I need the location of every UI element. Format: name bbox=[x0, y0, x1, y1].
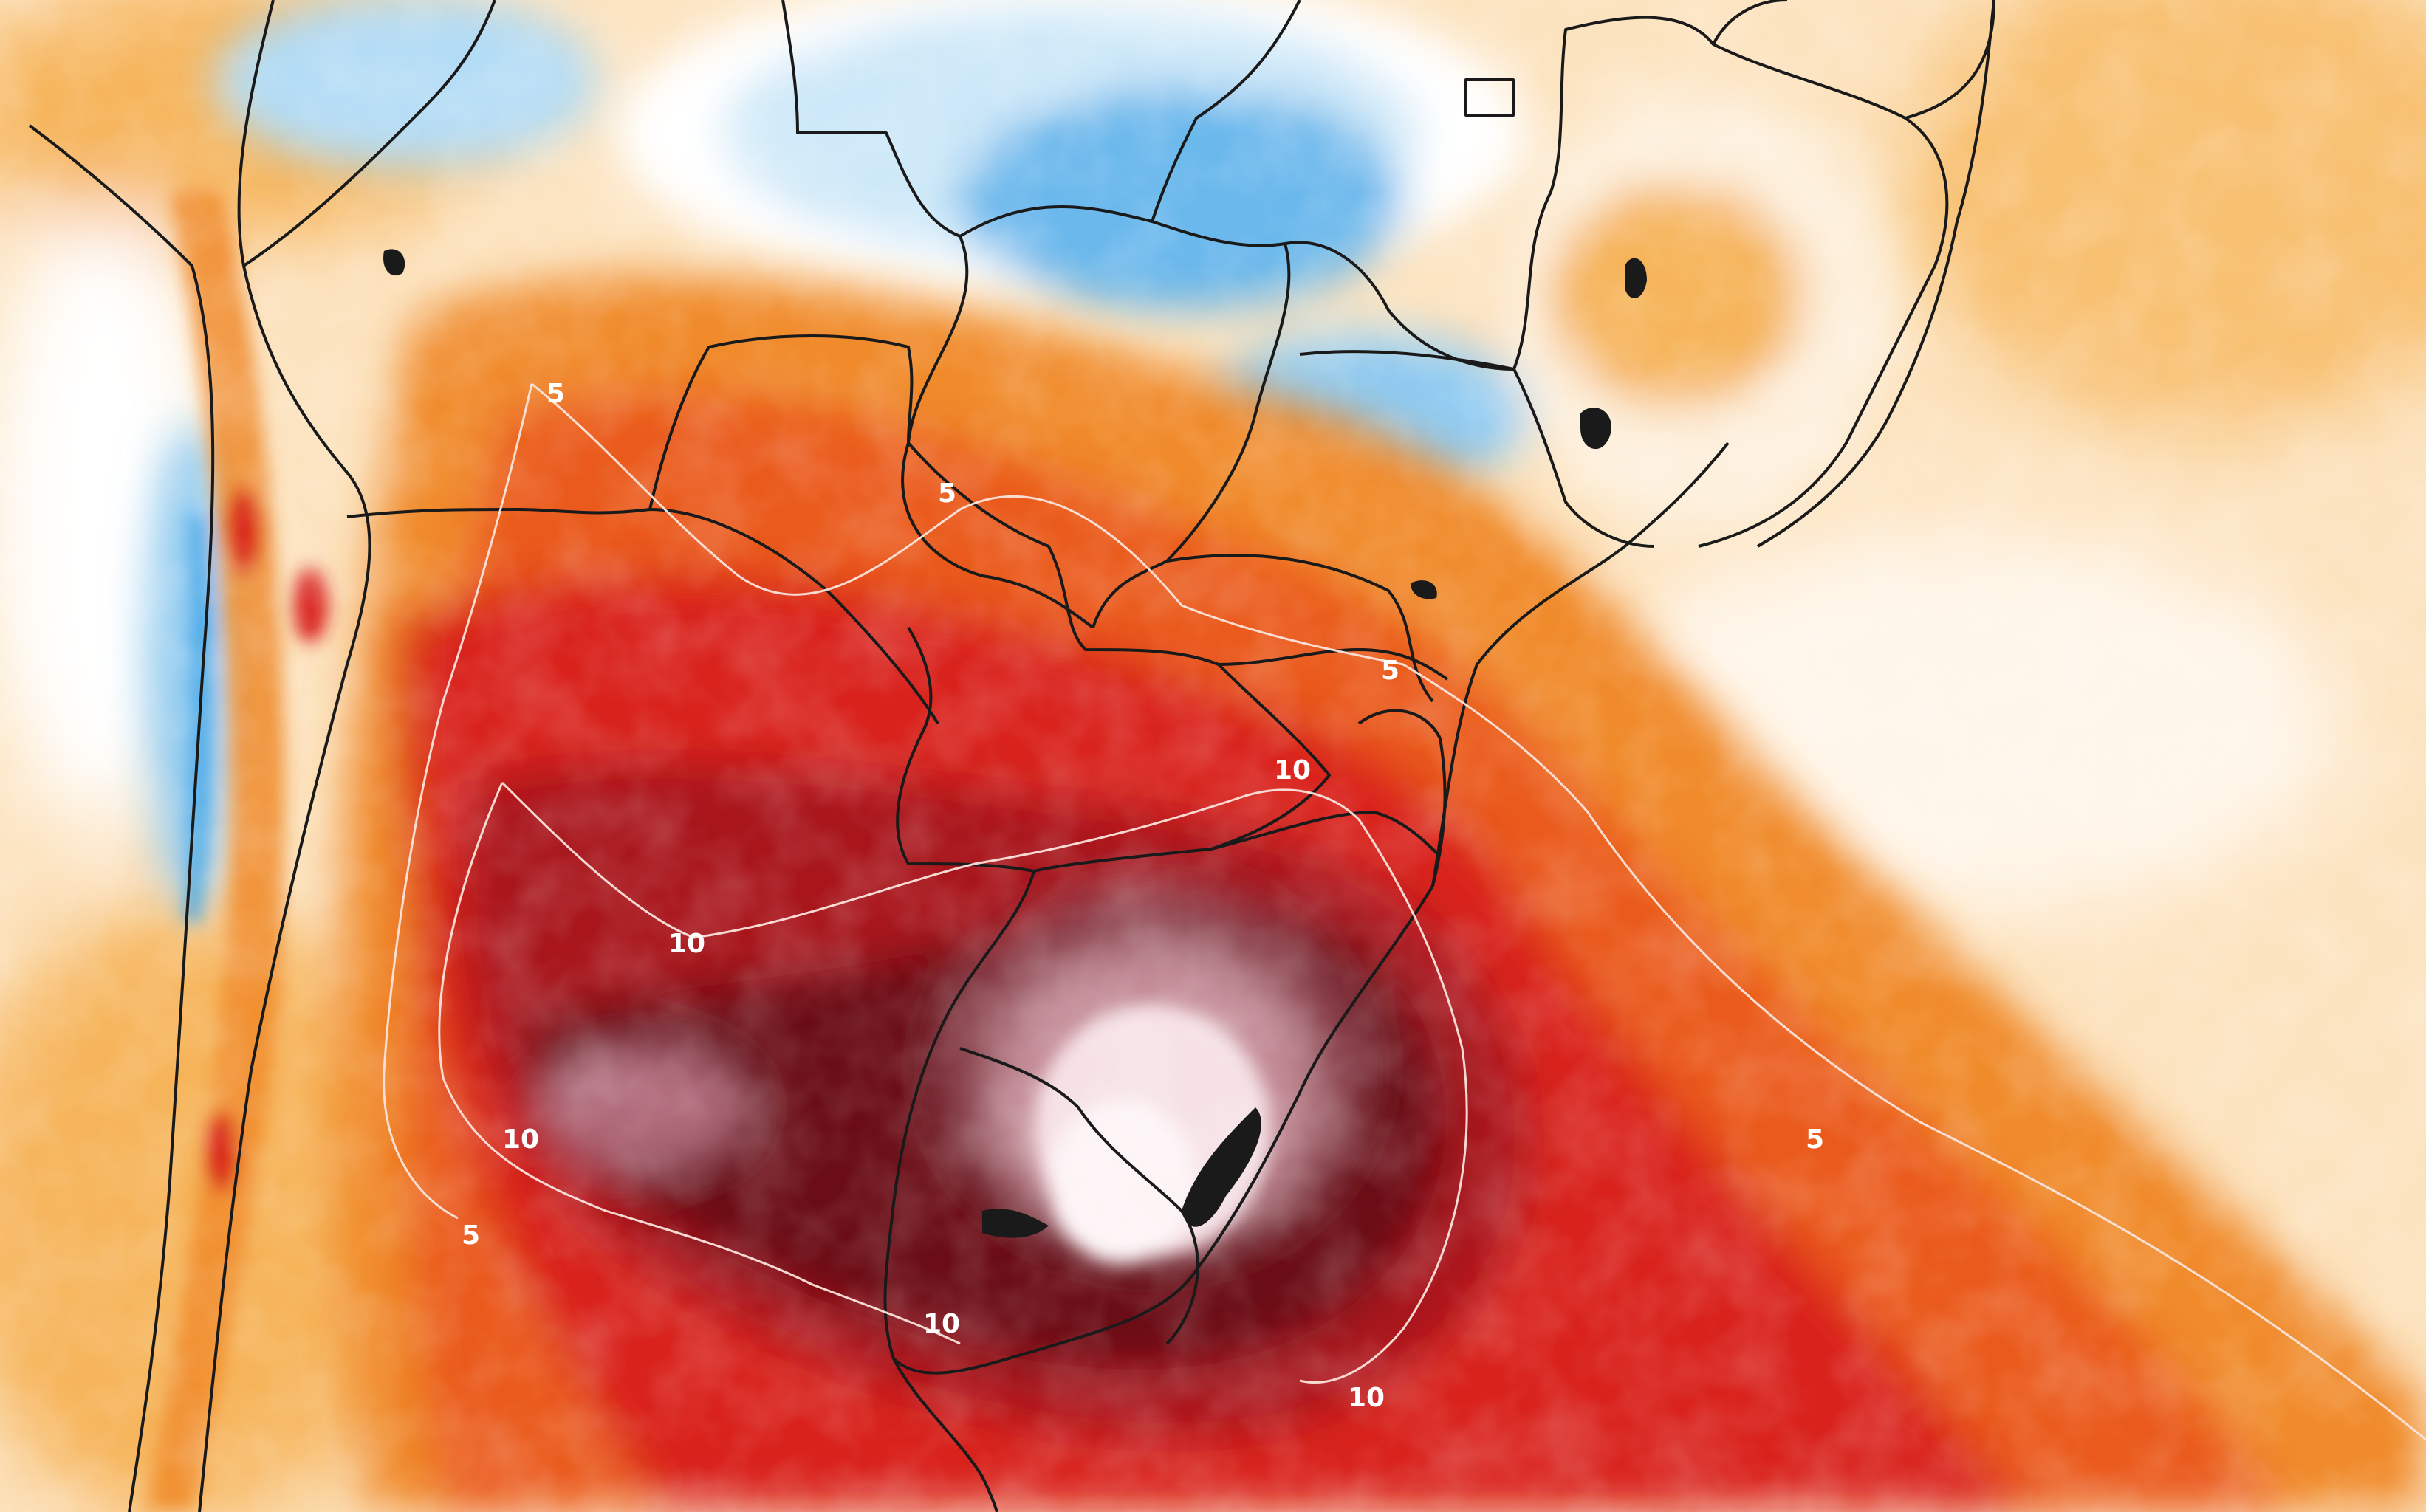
border-paraguay bbox=[896, 441, 1331, 873]
country-borders bbox=[28, 0, 1995, 1512]
contour-label-10: 10 bbox=[1348, 1383, 1385, 1413]
contour-label-10: 10 bbox=[668, 929, 705, 959]
border-chile-argentina bbox=[198, 0, 371, 1512]
border-brazil-south-coast bbox=[1431, 441, 1730, 887]
contour-label-10: 10 bbox=[502, 1124, 539, 1155]
water-bodies bbox=[383, 249, 1647, 1238]
lake-titicaca bbox=[383, 249, 405, 276]
border-brazil-states-north bbox=[959, 205, 1515, 371]
lagoa-dos-patos bbox=[1182, 1107, 1261, 1227]
border-brazil-states-mato-grosso bbox=[1092, 243, 1291, 628]
border-uruguay bbox=[959, 1047, 1199, 1345]
reservoir-sao-paulo bbox=[1411, 580, 1437, 599]
border-rio-grande-do-sul bbox=[1210, 811, 1442, 858]
border-brazil-east-coast bbox=[1757, 0, 1995, 548]
contour-5 bbox=[531, 382, 2426, 1441]
border-federal-district bbox=[1464, 78, 1515, 117]
border-argentina-uruguay-brazil bbox=[883, 709, 1447, 1375]
contour-label-10: 10 bbox=[923, 1309, 960, 1339]
contour-label-5: 5 bbox=[1381, 656, 1399, 686]
border-south-america-west-coast bbox=[28, 124, 215, 1512]
border-brazil-states-sao-paulo bbox=[1166, 554, 1434, 703]
contour-10 bbox=[501, 781, 1468, 1384]
contour-label-5: 5 bbox=[546, 379, 565, 409]
border-bolivia-paraguay-argentina bbox=[346, 508, 939, 725]
border-brazil-states-minas bbox=[1512, 16, 1949, 548]
border-peru-bolivia bbox=[242, 0, 496, 267]
contour-label-5: 5 bbox=[938, 478, 956, 509]
border-bolivia-brazil bbox=[781, 0, 1094, 629]
border-rio-de-la-plata bbox=[892, 1358, 998, 1512]
border-parana-santa-catarina bbox=[1218, 648, 1449, 681]
reservoir-minas-2 bbox=[1580, 407, 1611, 450]
contour-label-5: 5 bbox=[1806, 1124, 1824, 1155]
reservoir-minas-1 bbox=[1625, 258, 1647, 298]
lagoa-mirim bbox=[982, 1209, 1049, 1238]
contour-label-group: 5 5 5 5 5 10 10 10 10 10 bbox=[462, 379, 1824, 1413]
contour-10-west bbox=[438, 782, 961, 1345]
border-bolivia-paraguay bbox=[648, 334, 914, 510]
contour-label-5: 5 bbox=[462, 1220, 480, 1251]
anomaly-contours bbox=[383, 382, 2426, 1441]
border-brazil-states-center bbox=[1151, 0, 1301, 222]
contour-5-west bbox=[383, 383, 533, 1220]
border-brazil-states-goias bbox=[1299, 350, 1655, 548]
contour-label-10: 10 bbox=[1274, 755, 1311, 786]
